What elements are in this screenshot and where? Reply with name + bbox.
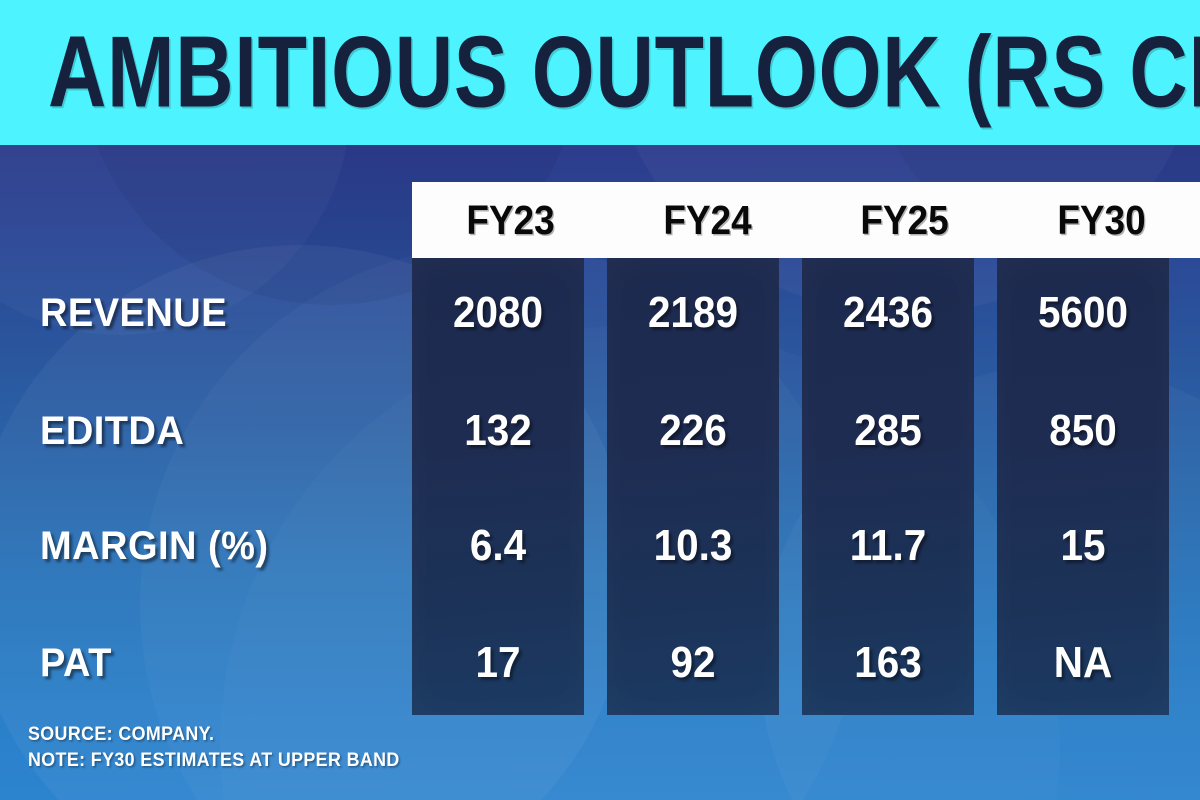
cell-editda-fy25: 285 [854, 406, 922, 455]
row-label-editda: EDITDA [40, 408, 185, 453]
column-panels [412, 258, 1170, 715]
data-table: FY23 FY24 FY25 FY30 REVENUE EDITDA MARGI… [0, 145, 1200, 800]
table-row-margin: 6.4 10.3 11.7 15 [412, 516, 1170, 576]
cell-pat-fy23: 17 [475, 638, 521, 687]
cell-editda-fy23: 132 [464, 406, 532, 455]
cell-editda-fy24: 226 [659, 406, 727, 455]
cell-pat-fy25: 163 [854, 638, 922, 687]
cell-margin-fy24: 10.3 [653, 521, 733, 570]
column-panel-fy30 [997, 258, 1169, 715]
column-panel-fy24 [607, 258, 779, 715]
footnote: SOURCE: COMPANY. NOTE: FY30 ESTIMATES AT… [28, 722, 400, 774]
column-header-fy30: FY30 [1057, 196, 1146, 243]
table-values: 2080 2189 2436 5600 132 226 285 850 6.4 … [412, 258, 1170, 715]
footnote-source: SOURCE: COMPANY. [28, 723, 215, 745]
table-header-row: FY23 FY24 FY25 FY30 [412, 182, 1200, 258]
row-label-column: REVENUE EDITDA MARGIN (%) PAT [0, 258, 412, 715]
table-row-pat: 17 92 163 NA [412, 633, 1170, 693]
title-band: AMBITIOUS OUTLOOK (RS CRORE) [0, 0, 1200, 145]
cell-revenue-fy25: 2436 [842, 288, 934, 337]
column-panel-fy25 [802, 258, 974, 715]
cell-margin-fy25: 11.7 [849, 521, 927, 570]
footnote-note: NOTE: FY30 ESTIMATES AT UPPER BAND [28, 749, 400, 771]
column-panel-fy23 [412, 258, 584, 715]
row-label-revenue: REVENUE [40, 290, 228, 335]
cell-revenue-fy23: 2080 [452, 288, 544, 337]
row-label-pat: PAT [40, 640, 112, 685]
page-title: AMBITIOUS OUTLOOK (RS CRORE) [48, 16, 1200, 128]
cell-revenue-fy30: 5600 [1037, 288, 1129, 337]
column-header-fy24: FY24 [663, 196, 752, 243]
cell-margin-fy30: 15 [1060, 521, 1106, 570]
cell-editda-fy30: 850 [1049, 406, 1117, 455]
row-label-margin: MARGIN (%) [40, 523, 269, 568]
cell-revenue-fy24: 2189 [647, 288, 739, 337]
cell-pat-fy24: 92 [670, 638, 716, 687]
cell-pat-fy30: NA [1053, 638, 1113, 687]
column-header-fy23: FY23 [466, 196, 555, 243]
table-row-revenue: 2080 2189 2436 5600 [412, 283, 1170, 343]
table-row-editda: 132 226 285 850 [412, 401, 1170, 461]
cell-margin-fy23: 6.4 [469, 521, 527, 570]
column-header-fy25: FY25 [860, 196, 949, 243]
